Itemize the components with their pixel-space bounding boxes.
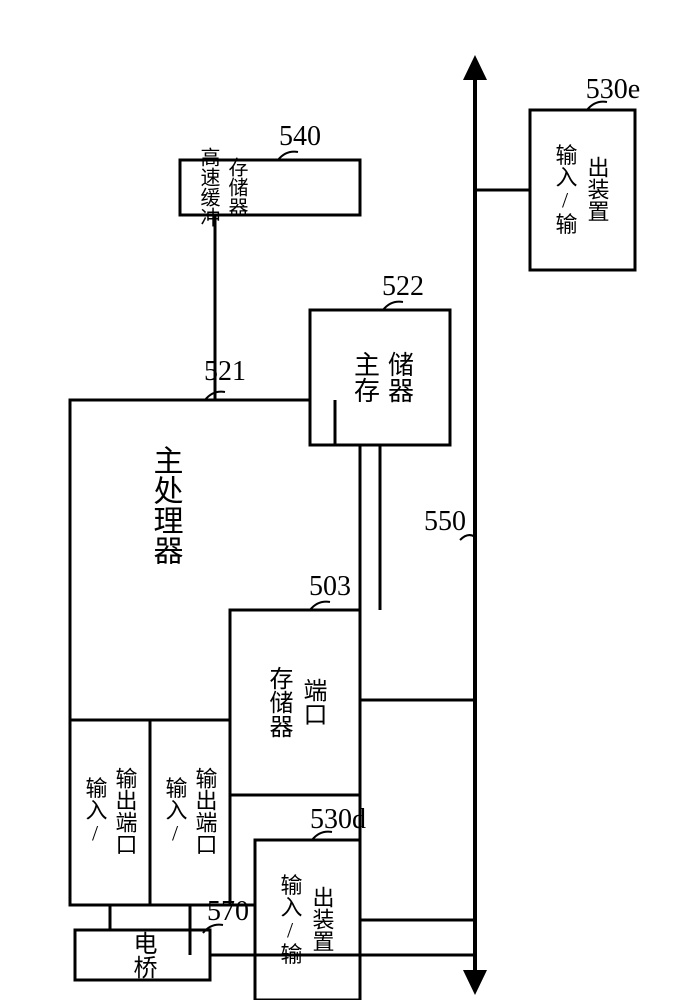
- ref-521: 521: [204, 356, 246, 387]
- cache-label-1: 高速缓冲: [197, 147, 220, 227]
- main-memory-box: [310, 310, 450, 445]
- io-device-d-label-1: 输入/输: [278, 874, 303, 965]
- io-device-d-label-2: 出装置: [310, 886, 335, 952]
- main-processor-label: 主处理器: [149, 445, 184, 565]
- cache-label-2: 存储器: [225, 157, 248, 217]
- main-memory-label-1: 主存: [351, 351, 380, 403]
- bridge-label: 电桥: [129, 931, 157, 979]
- ref-540: 540: [279, 121, 321, 152]
- main-memory-label-2: 储器: [385, 351, 414, 403]
- block-diagram: 主处理器 存储器 端口 输入/ 输出端口 输入/ 输出端口 高速缓冲 存储器 主…: [0, 0, 680, 1000]
- io-port-1-label-2: 输出端口: [113, 767, 138, 855]
- memory-port-label-2: 端口: [299, 678, 326, 726]
- ref-530d: 530d: [310, 804, 366, 835]
- ref-550: 550: [424, 506, 466, 537]
- bus-arrow-top: [463, 55, 487, 80]
- ref-570: 570: [207, 896, 249, 927]
- io-device-e-box: [530, 110, 635, 270]
- io-port-2-label-1: 输入/: [163, 777, 188, 846]
- ref-503: 503: [309, 571, 351, 602]
- io-port-2-label-2: 输出端口: [193, 767, 218, 855]
- io-device-e-label-2: 出装置: [585, 156, 610, 222]
- bus-arrow-bottom: [463, 970, 487, 995]
- io-port-1-label-1: 输入/: [83, 777, 108, 846]
- io-device-e-label-1: 输入/输: [553, 144, 578, 235]
- memory-port-label-1: 存储器: [265, 666, 293, 738]
- memory-port-box: [230, 610, 360, 795]
- io-device-d-box: [255, 840, 360, 1000]
- ref-522: 522: [382, 271, 424, 302]
- ref-530e: 530e: [586, 74, 640, 105]
